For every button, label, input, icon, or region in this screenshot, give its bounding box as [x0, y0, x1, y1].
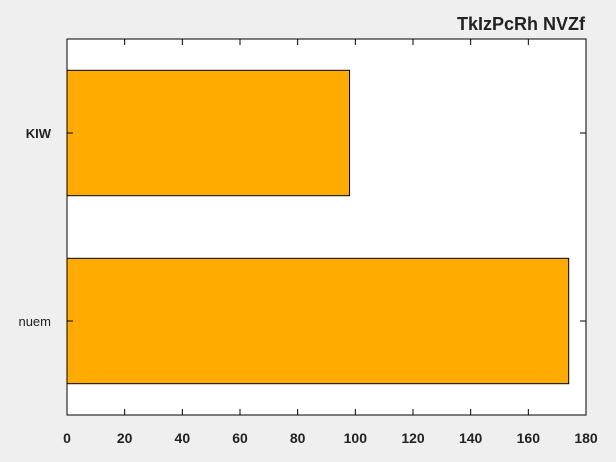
- x-tick-label: 180: [574, 430, 598, 446]
- bar-nuem: [66, 257, 570, 385]
- x-tick-label: 120: [401, 430, 425, 446]
- y-tick-label: KIW: [26, 126, 52, 141]
- y-axis-ticks: KIW nuem: [18, 126, 586, 329]
- x-tick-label: 80: [290, 430, 306, 446]
- x-tick-label: 0: [63, 430, 71, 446]
- chart-title: TkIzPcRh NVZf: [457, 14, 586, 34]
- x-tick-label: 160: [517, 430, 541, 446]
- x-tick-label: 20: [117, 430, 133, 446]
- plot-frame: [66, 38, 587, 416]
- x-tick-label: 60: [232, 430, 248, 446]
- x-tick-label: 140: [459, 430, 483, 446]
- bars-group: [66, 69, 570, 385]
- x-tick-label: 100: [344, 430, 368, 446]
- bar-kiw: [66, 69, 351, 197]
- x-tick-label: 40: [175, 430, 191, 446]
- y-tick-label: nuem: [18, 314, 51, 329]
